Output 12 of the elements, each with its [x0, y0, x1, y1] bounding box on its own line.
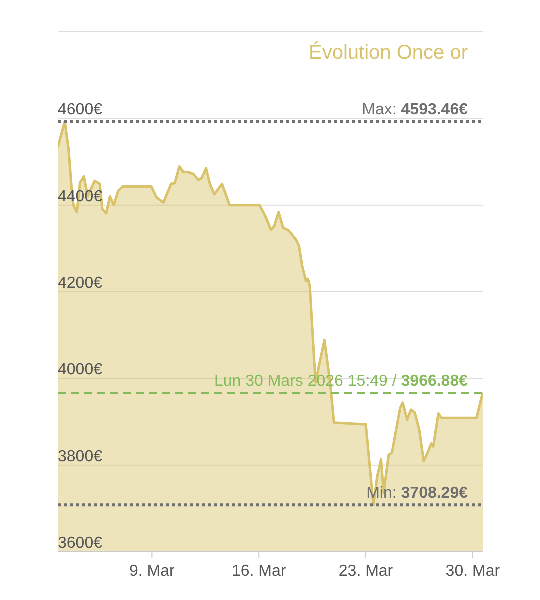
y-tick-label: 3800€	[58, 448, 103, 466]
x-tick-label: 9. Mar	[130, 563, 176, 580]
ref-line-label: Max: 4593.46€	[362, 102, 468, 118]
x-tick-label: 23. Mar	[338, 563, 394, 580]
x-tick-label: 16. Mar	[232, 563, 287, 580]
y-tick-label: 4200€	[58, 275, 103, 292]
y-tick-label: 3600€	[58, 535, 103, 552]
y-tick-label: 4000€	[58, 362, 103, 379]
y-tick-label: 4400€	[58, 188, 103, 206]
y-tick-label: 4600€	[58, 102, 103, 119]
x-tick-label: 30. Mar	[446, 563, 501, 580]
text: Évolution Once or	[309, 41, 468, 65]
